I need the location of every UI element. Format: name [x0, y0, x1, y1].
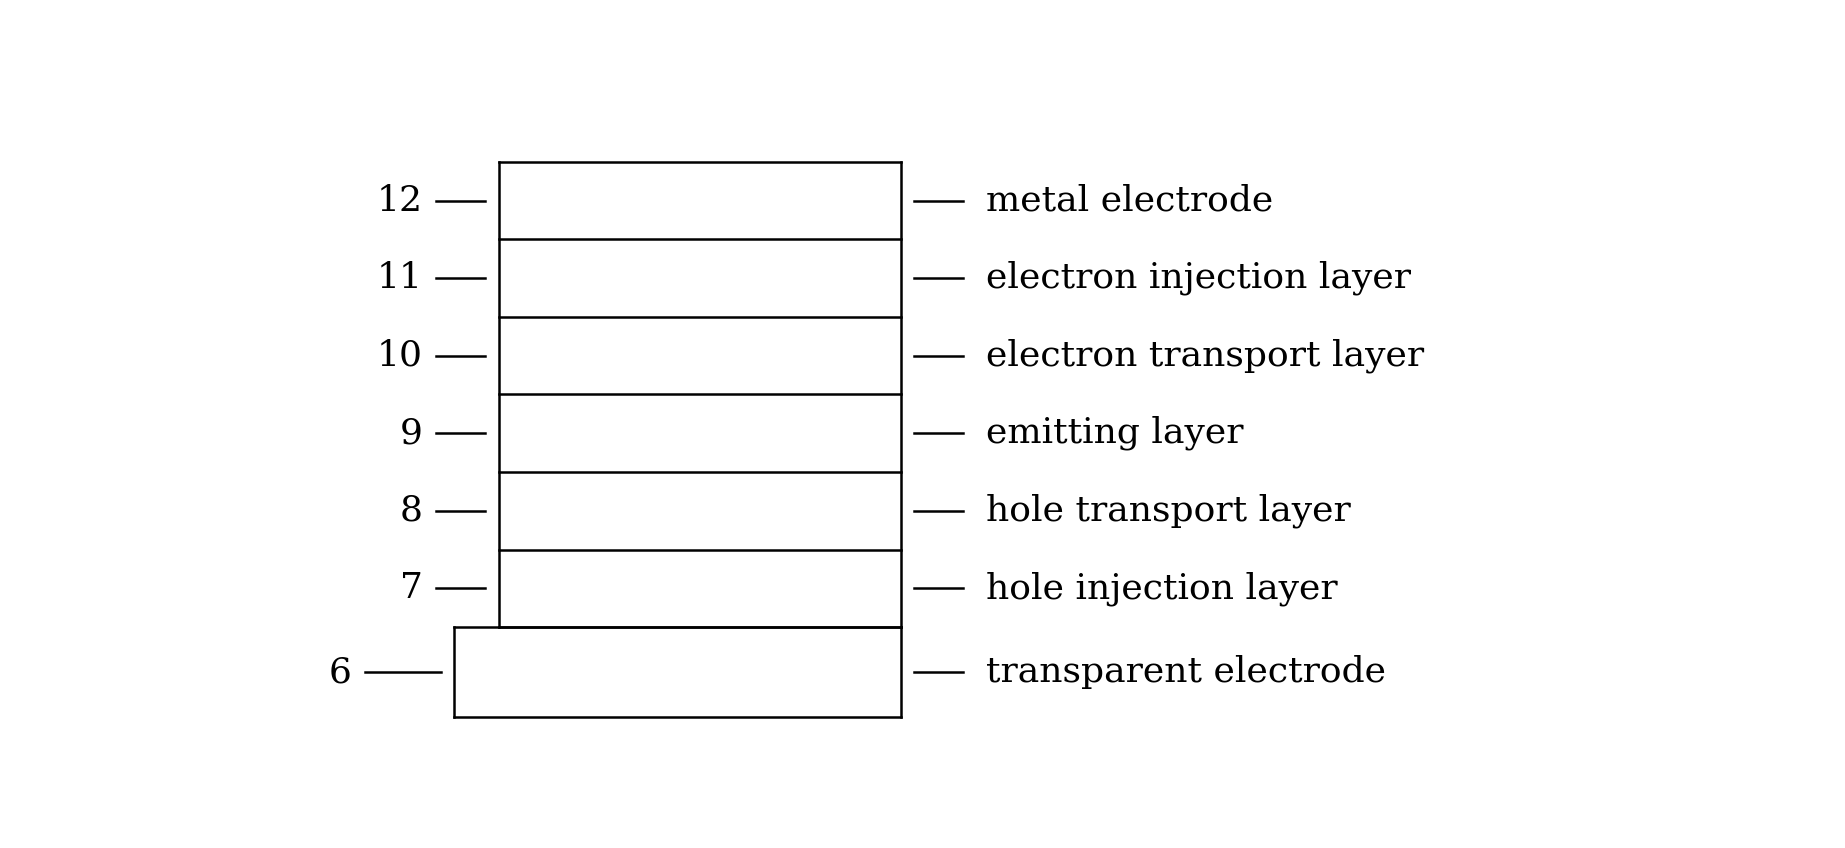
Text: 8: 8: [400, 494, 423, 527]
Text: hole transport layer: hole transport layer: [985, 494, 1351, 528]
Text: metal electrode: metal electrode: [985, 183, 1273, 218]
Text: 7: 7: [400, 572, 423, 605]
Text: transparent electrode: transparent electrode: [985, 656, 1386, 689]
Text: electron injection layer: electron injection layer: [985, 261, 1411, 295]
Text: 6: 6: [328, 656, 351, 689]
Text: 10: 10: [376, 338, 423, 372]
Text: 12: 12: [376, 183, 423, 218]
Text: electron transport layer: electron transport layer: [985, 338, 1424, 373]
Text: hole injection layer: hole injection layer: [985, 571, 1338, 605]
Text: 9: 9: [400, 416, 423, 450]
Text: emitting layer: emitting layer: [985, 416, 1244, 450]
Text: 11: 11: [376, 261, 423, 295]
